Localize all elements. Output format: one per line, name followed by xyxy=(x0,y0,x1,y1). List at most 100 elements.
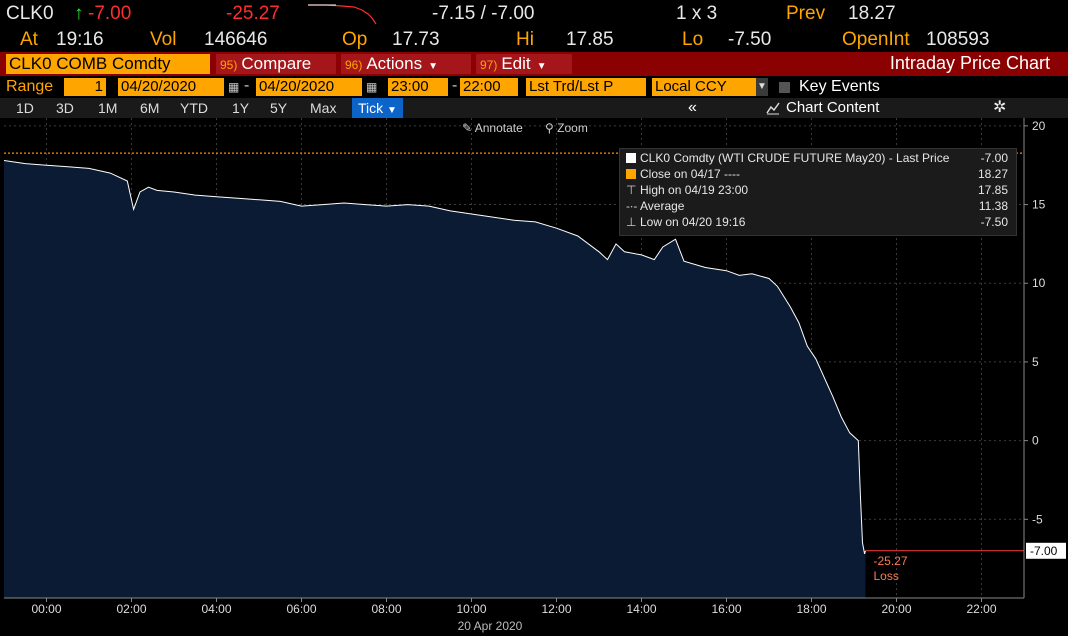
period-tick-label: Tick xyxy=(358,100,384,116)
legend-label: CLK0 Comdty (WTI CRUDE FUTURE May20) - L… xyxy=(640,151,950,165)
range-value-input[interactable]: 1 xyxy=(64,78,106,96)
y-tick-label: 15 xyxy=(1032,198,1046,212)
x-tick-label: 20:00 xyxy=(881,602,911,616)
x-tick-label: 02:00 xyxy=(116,602,146,616)
quote-at-label: At xyxy=(20,29,38,50)
legend-value: 11.38 xyxy=(978,199,1008,213)
currency-select[interactable]: Local CCY xyxy=(652,78,756,96)
end-time-input[interactable]: 22:00 xyxy=(460,78,518,96)
period-max[interactable]: Max xyxy=(310,100,337,116)
quote-low-label: Lo xyxy=(682,29,704,50)
period-bar xyxy=(0,98,1068,118)
quote-ticker: CLK0 xyxy=(6,3,54,24)
quote-time: 19:16 xyxy=(56,29,104,50)
period-ytd[interactable]: YTD xyxy=(180,100,208,116)
y-tick-label: 10 xyxy=(1032,276,1046,290)
legend-row-low: ⊥ Low on 04/20 19:16 -7.50 xyxy=(626,215,1010,230)
security-field[interactable]: CLK0 COMB Comdty xyxy=(6,54,210,74)
quote-bid-ask: -7.15 / -7.00 xyxy=(432,3,535,24)
magnifier-icon: ⚲ xyxy=(545,121,554,135)
x-tick-label: 16:00 xyxy=(711,602,741,616)
period-1m[interactable]: 1M xyxy=(98,100,118,116)
chart-content-icon[interactable] xyxy=(766,101,780,115)
quote-vol-label: Vol xyxy=(150,29,177,50)
pencil-icon: ✎ xyxy=(462,121,473,135)
price-field-select[interactable]: Lst Trd/Lst P xyxy=(526,78,646,96)
end-date-input[interactable]: 04/20/2020 xyxy=(256,78,362,96)
legend-row-close: Close on 04/17 ---- 18.27 xyxy=(626,167,1010,182)
legend-value: -7.50 xyxy=(980,215,1008,229)
x-tick-label: 12:00 xyxy=(541,602,571,616)
chart-content-button[interactable]: Chart Content xyxy=(786,99,880,116)
actions-label: Actions xyxy=(366,54,423,73)
annotate-button[interactable]: ✎ Annotate xyxy=(462,121,523,135)
quote-low: -7.50 xyxy=(728,29,772,50)
gear-icon[interactable]: ✲ xyxy=(993,99,1007,116)
price-area xyxy=(4,160,866,598)
legend-label: Average xyxy=(640,199,685,213)
range-label: Range xyxy=(6,78,54,95)
caret-down-icon: ▼ xyxy=(536,61,547,72)
calendar-icon[interactable]: ▦ xyxy=(366,80,378,94)
y-tick-label: -5 xyxy=(1032,512,1043,526)
quote-last: -7.00 xyxy=(88,3,132,24)
key-events-checkbox[interactable] xyxy=(779,82,790,93)
y-tick-label: 20 xyxy=(1032,119,1046,133)
quote-size: 1 x 3 xyxy=(676,3,718,24)
edit-button[interactable]: 97) Edit ▼ xyxy=(476,54,572,74)
legend-row-average: -∙- Average 11.38 xyxy=(626,199,1010,214)
caret-down-icon: ▼ xyxy=(387,105,397,116)
quote-oi-label: OpenInt xyxy=(842,29,910,50)
calendar-icon[interactable]: ▦ xyxy=(228,80,240,94)
quote-change: -25.27 xyxy=(226,3,280,24)
legend-label: Low on 04/20 19:16 xyxy=(640,215,746,229)
annotate-label: Annotate xyxy=(474,121,523,135)
up-arrow-icon: ↑ xyxy=(74,3,84,24)
x-tick-label: 00:00 xyxy=(31,602,61,616)
range-separator: - xyxy=(244,77,250,94)
y-axis-ticks: 20 15 10 5 0 -5 xyxy=(1024,119,1046,526)
x-axis-date-label: 20 Apr 2020 xyxy=(458,619,523,633)
white-square-icon xyxy=(626,153,636,163)
time-separator: - xyxy=(452,77,458,94)
zoom-button[interactable]: ⚲ Zoom xyxy=(545,121,588,135)
key-events-label: Key Events xyxy=(799,78,880,95)
quote-high-label: Hi xyxy=(516,29,534,50)
x-tick-label: 22:00 xyxy=(966,602,996,616)
period-tick-selected[interactable]: Tick ▼ xyxy=(352,98,403,118)
edit-number: 97) xyxy=(480,58,498,72)
period-5y[interactable]: 5Y xyxy=(270,100,288,116)
legend-label: High on 04/19 23:00 xyxy=(640,183,749,197)
period-6m[interactable]: 6M xyxy=(140,100,160,116)
orange-square-icon xyxy=(626,169,636,179)
period-3d[interactable]: 3D xyxy=(56,100,74,116)
legend-value: -7.00 xyxy=(980,151,1008,165)
actions-button[interactable]: 96) Actions ▼ xyxy=(341,54,471,74)
legend-row-last-price: CLK0 Comdty (WTI CRUDE FUTURE May20) - L… xyxy=(626,151,1010,166)
x-tick-label: 04:00 xyxy=(201,602,231,616)
caret-down-icon: ▼ xyxy=(428,61,438,72)
quote-open-interest: 108593 xyxy=(926,29,990,50)
last-price-tag-label: -7.00 xyxy=(1030,544,1058,558)
start-date-input[interactable]: 04/20/2020 xyxy=(118,78,224,96)
actions-number: 96) xyxy=(345,58,363,72)
period-1y[interactable]: 1Y xyxy=(232,100,250,116)
currency-dropdown-icon[interactable]: ▼ xyxy=(756,78,768,96)
legend-value: 17.85 xyxy=(977,183,1008,197)
compare-button[interactable]: 95) Compare xyxy=(216,54,336,74)
last-price-tag: -7.00 xyxy=(1026,542,1066,559)
quote-prev: 18.27 xyxy=(848,3,896,24)
quote-prev-label: Prev xyxy=(786,3,826,24)
quote-open-label: Op xyxy=(342,29,368,50)
sparkline-icon xyxy=(308,4,377,25)
x-tick-label: 06:00 xyxy=(286,602,316,616)
quote-volume: 146646 xyxy=(204,29,268,50)
legend-row-high: ⊤ High on 04/19 23:00 17.85 xyxy=(626,183,1010,198)
collapse-panel-icon[interactable]: « xyxy=(688,99,697,116)
chart-legend[interactable]: CLK0 Comdty (WTI CRUDE FUTURE May20) - L… xyxy=(619,148,1017,236)
start-time-input[interactable]: 23:00 xyxy=(388,78,448,96)
toolbar-title: Intraday Price Chart xyxy=(889,53,1050,73)
compare-label: Compare xyxy=(241,54,312,73)
legend-label: Close on 04/17 ---- xyxy=(640,167,741,181)
period-1d[interactable]: 1D xyxy=(16,100,34,116)
